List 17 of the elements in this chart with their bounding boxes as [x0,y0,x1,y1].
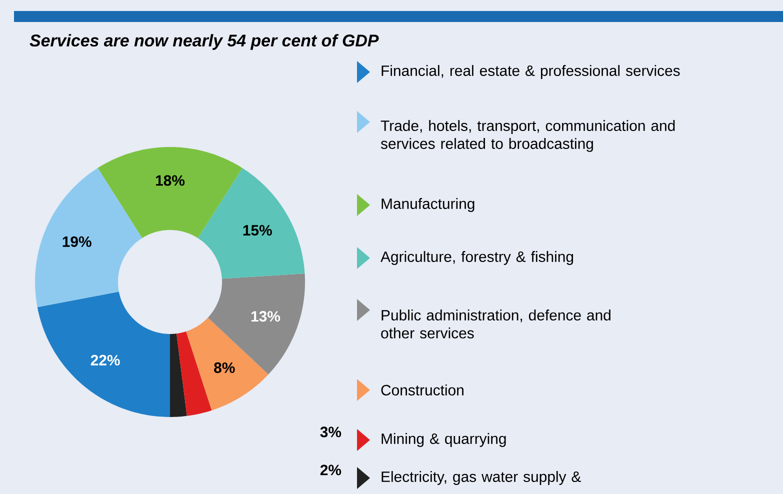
legend-label: Electricity, gas water supply & [382,471,581,485]
legend-label: Agriculture, forestry & fishing [380,251,574,265]
data-label: 8% [214,362,235,373]
legend-label: Manufacturing [382,198,474,212]
legend-label: Financial, real estate & professional services [382,65,680,79]
data-label: 18% [156,175,185,186]
legend-label: Public administration, defence and other services [381,310,610,338]
data-label: 13% [251,311,280,322]
legend-label: Trade, hotels, transport, communication and services related to broadcasting [380,120,675,152]
legend-label: Mining & quarrying [382,433,506,447]
data-label: 15% [243,225,272,236]
legend-label: Construction [381,384,464,396]
data-label: 3% [320,426,342,438]
data-label: 19% [62,236,92,247]
data-label: 2% [320,464,342,476]
data-label: 22% [90,354,120,366]
chart-title: Services are now nearly 54 per cent of GDP [30,34,379,50]
